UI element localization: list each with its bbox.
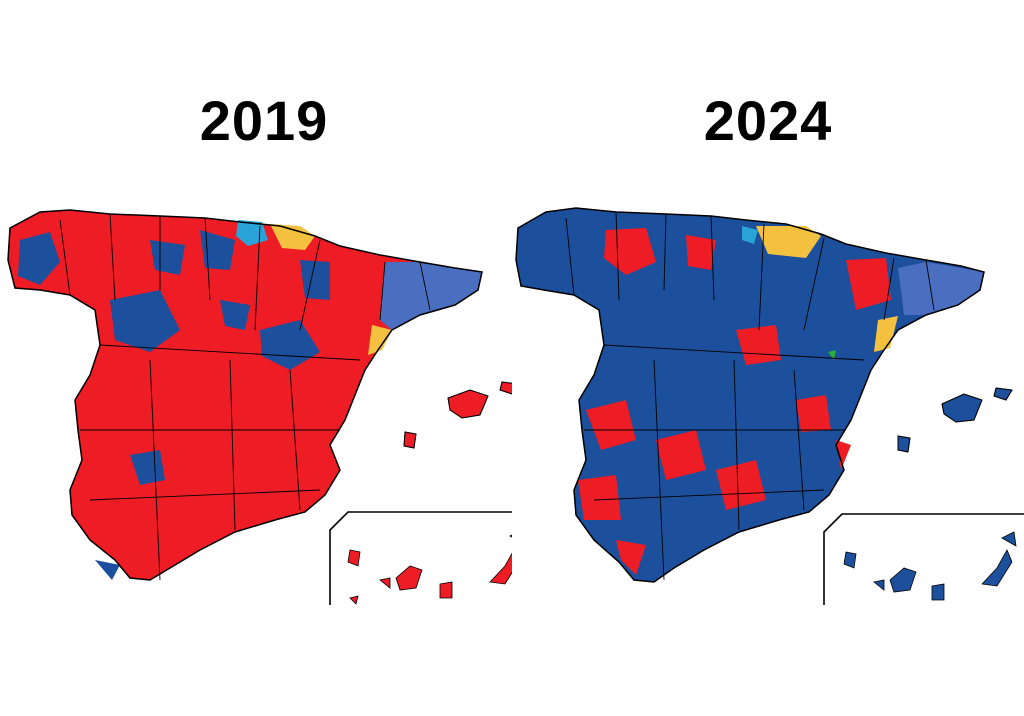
spain-map-2019 [7, 209, 512, 605]
balearic-islands-2019 [403, 381, 512, 449]
map-panel-2024: 2024 [512, 0, 1024, 716]
map-panel-2019: 2019 [7, 89, 512, 605]
balearic-islands-2024 [897, 387, 1013, 453]
canary-islands-inset-2024 [823, 513, 1024, 605]
peninsula-2024 [515, 207, 985, 583]
peninsula-2019 [7, 209, 483, 581]
year-title-2024: 2024 [703, 89, 833, 152]
canary-islands-inset-2019 [329, 511, 512, 605]
spain-map-2024 [515, 207, 1024, 605]
year-title-2019: 2019 [199, 89, 329, 152]
